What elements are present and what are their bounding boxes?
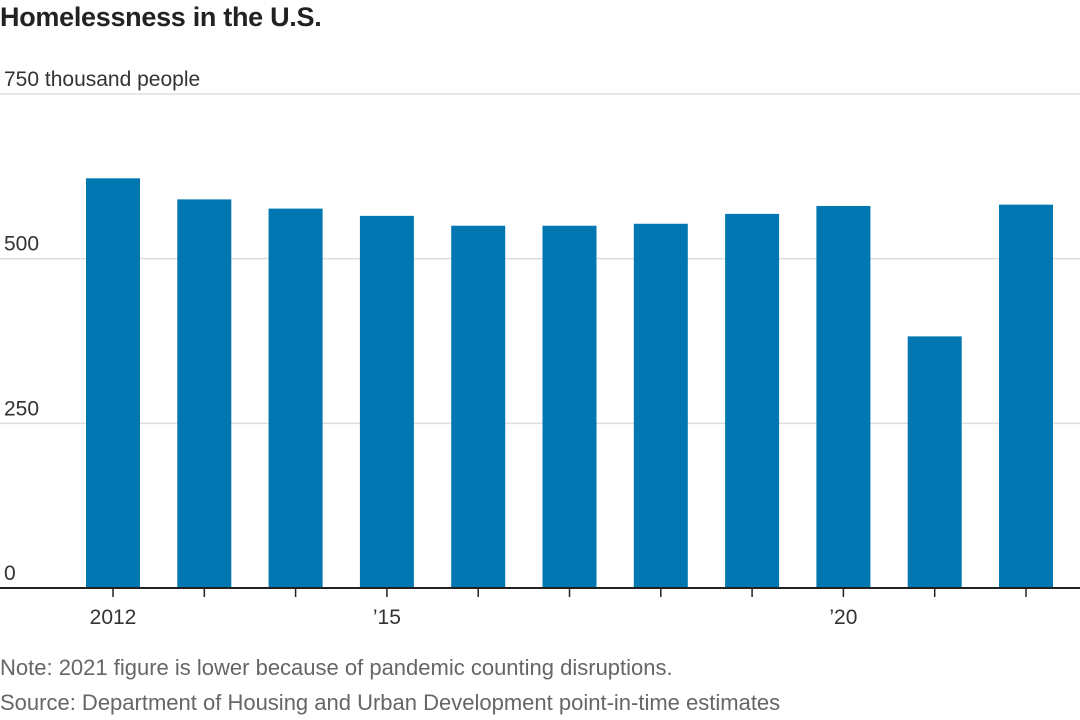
bar-2015 xyxy=(359,215,414,588)
chart-title: Homelessness in the U.S. xyxy=(0,2,322,32)
bar-2016 xyxy=(451,225,506,588)
bars xyxy=(86,178,1053,589)
bar-2014 xyxy=(268,208,323,588)
chart-note: Note: 2021 figure is lower because of pa… xyxy=(0,655,673,680)
bar-2020 xyxy=(816,205,871,588)
bar-2013 xyxy=(177,199,232,589)
bar-2022 xyxy=(999,204,1053,588)
bar-2019 xyxy=(725,213,780,589)
x-axis-ticks: 2012 ’15 ’20 xyxy=(90,588,1027,629)
bar-2018 xyxy=(633,223,688,589)
y-axis-ticks: 0 250 500 750 thousand people xyxy=(4,68,200,585)
x-tick-label: ’15 xyxy=(373,606,401,629)
x-tick-label: 2012 xyxy=(90,606,137,629)
bar-chart: 0 250 500 750 thousand people 2012 ’15 ’20 xyxy=(0,68,1080,629)
y-tick-label: 250 xyxy=(4,397,39,420)
x-tick-label: ’20 xyxy=(829,606,857,629)
chart-source: Source: Department of Housing and Urban … xyxy=(0,690,781,715)
bar-2012 xyxy=(86,178,140,588)
bar-2021 xyxy=(907,336,962,588)
y-tick-label: 750 thousand people xyxy=(4,68,200,91)
bar-2017 xyxy=(542,225,597,588)
y-tick-label: 0 xyxy=(4,562,16,585)
y-tick-label: 500 xyxy=(4,233,39,256)
